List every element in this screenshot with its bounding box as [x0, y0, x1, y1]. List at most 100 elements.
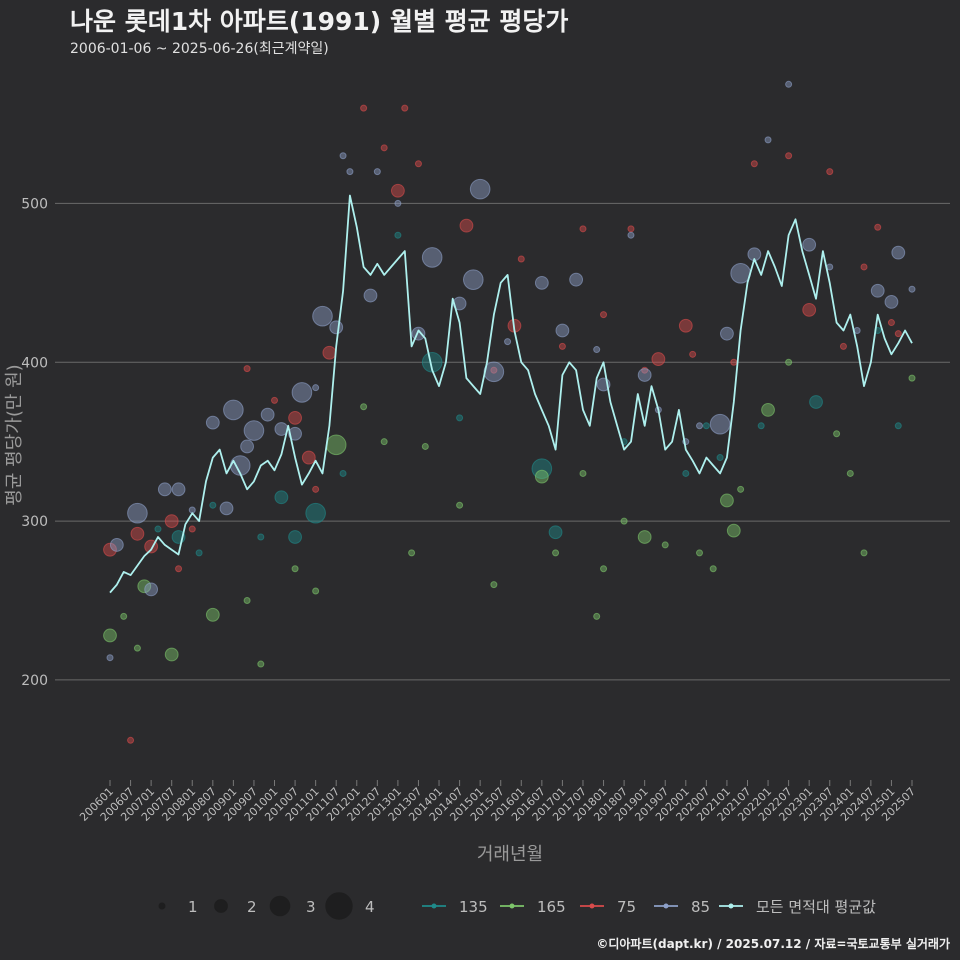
scatter-point-85	[106, 654, 114, 662]
scatter-point-85	[339, 152, 347, 160]
scatter-point-75	[401, 104, 409, 112]
scatter-point-85	[411, 326, 426, 341]
scatter-point-75	[127, 736, 135, 744]
scatter-point-75	[459, 218, 474, 233]
legend-size-marker	[158, 902, 166, 910]
legend-point-key	[431, 903, 437, 909]
scatter-point-75	[243, 365, 251, 373]
chart-title: 나운 롯데1차 아파트(1991) 월별 평균 평당가	[70, 7, 569, 36]
average-line-layer	[109, 194, 913, 594]
scatter-point-165	[408, 549, 416, 557]
legend-point-key	[509, 903, 515, 909]
legend-series-label: 75	[617, 898, 636, 916]
scatter-point-165	[579, 469, 587, 477]
scatter-point-75	[490, 366, 498, 374]
scatter-point-75	[312, 485, 320, 493]
scatter-point-165	[205, 607, 220, 622]
scatter-point-135	[456, 414, 464, 422]
scatter-point-85	[891, 245, 906, 260]
scatter-point-75	[894, 330, 902, 338]
scatter-point-85	[260, 407, 275, 422]
scatter-point-165	[534, 469, 549, 484]
scatter-point-135	[702, 422, 710, 430]
legend-size-marker	[325, 892, 353, 920]
scatter-point-85	[312, 305, 333, 327]
y-ticks: 200 300 400 500	[21, 196, 48, 689]
scatter-point-85	[709, 413, 731, 435]
scatter-point-75	[689, 350, 697, 358]
scatter-point-85	[188, 506, 196, 514]
scatter-point-165	[133, 644, 141, 652]
scatter-point-85	[870, 283, 885, 298]
scatter-point-85	[312, 384, 320, 392]
scatter-point-85	[240, 439, 254, 454]
scatter-point-135	[894, 422, 902, 430]
scatter-point-135	[394, 231, 402, 239]
scatter-point-75	[301, 450, 316, 465]
scatter-point-165	[456, 501, 464, 509]
scatter-point-85	[627, 231, 635, 239]
scatter-point-165	[325, 434, 347, 456]
credit-footer: ©디아파트(dapt.kr) / 2025.07.12 / 자료=국토교통부 실…	[596, 937, 950, 951]
scatter-point-75	[414, 160, 422, 168]
scatter-point-85	[785, 80, 793, 88]
chart-subtitle: 2006-01-06 ~ 2025-06-26(최근계약일)	[70, 41, 329, 57]
scatter-point-135	[339, 469, 347, 477]
scatter-point-75	[627, 225, 635, 233]
scatter-point-165	[737, 485, 745, 493]
scatter-point-75	[175, 565, 183, 573]
scatter-point-85	[346, 168, 354, 176]
scatter-point-75	[360, 104, 368, 112]
scatter-point-75	[517, 255, 525, 263]
legend-series-label: 모든 면적대 평균값	[756, 898, 876, 916]
scatter-point-165	[360, 403, 368, 411]
scatter-point-75	[322, 345, 337, 360]
scatter-point-165	[120, 612, 128, 620]
scatter-point-85	[243, 420, 265, 441]
scatter-point-75	[802, 302, 817, 317]
scatter-point-85	[469, 178, 491, 200]
legend-size-label: 2	[247, 898, 257, 916]
scatter-point-75	[600, 311, 608, 319]
scatter-layer	[103, 80, 916, 744]
scatter-point-165	[726, 523, 741, 538]
legend-size-marker	[269, 895, 291, 917]
legend: 1 2 3 4 135 165 75 85 모든 면적대 평균값	[158, 892, 876, 920]
scatter-point-75	[826, 168, 834, 176]
legend-series-label: 85	[691, 898, 710, 916]
scatter-point-85	[462, 269, 484, 290]
scatter-point-165	[380, 438, 388, 446]
scatter-point-135	[274, 490, 289, 505]
scatter-point-165	[637, 530, 652, 544]
x-axis-title: 거래년월	[477, 844, 543, 865]
legend-point-key	[728, 903, 734, 909]
scatter-point-165	[709, 565, 717, 573]
scatter-point-165	[421, 442, 429, 450]
scatter-point-135	[548, 525, 563, 540]
scatter-point-85	[802, 237, 817, 252]
scatter-point-75	[271, 396, 279, 404]
legend-series-label: 165	[537, 898, 566, 916]
scatter-point-85	[593, 346, 601, 354]
scatter-point-85	[291, 382, 313, 403]
scatter-point-165	[312, 587, 320, 595]
scatter-point-85	[504, 338, 512, 346]
scatter-point-85	[373, 168, 381, 176]
scatter-point-135	[531, 458, 553, 479]
scatter-point-75	[164, 514, 179, 528]
scatter-point-85	[157, 482, 172, 497]
scatter-point-135	[305, 502, 326, 524]
y-tick-label: 200	[21, 673, 48, 689]
legend-point-key	[663, 903, 669, 909]
y-tick-label: 500	[21, 196, 48, 212]
scatter-point-85	[171, 482, 186, 497]
scatter-point-75	[380, 144, 388, 152]
x-ticks: 2006012006072007012007072008012008072009…	[77, 780, 918, 824]
scatter-point-135	[757, 422, 765, 430]
legend-size-label: 4	[365, 898, 375, 916]
scatter-point-165	[696, 549, 704, 557]
scatter-point-135	[288, 530, 302, 544]
legend-series-label: 135	[459, 898, 488, 916]
scatter-point-165	[164, 647, 179, 662]
